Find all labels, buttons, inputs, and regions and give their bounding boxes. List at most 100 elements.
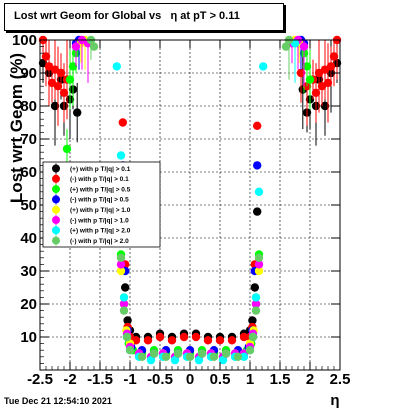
data-point [251,293,261,302]
data-point [299,42,309,51]
data-point [239,352,249,361]
legend-box [42,161,161,248]
data-point [302,62,312,71]
data-point [137,352,147,361]
data-point [118,118,128,127]
data-point [251,299,261,309]
legend-label: (-) with p T/|q| > 2.0 [70,238,129,245]
legend-label: (-) with p T/|q| > 0.1 [70,176,129,183]
data-point [89,42,99,51]
y-tick-label: 70 [20,131,37,148]
x-tick-label: -1 [123,371,136,388]
data-point [50,101,60,111]
data-point [248,332,258,342]
x-tick-label: 0.5 [210,371,231,388]
data-point [215,336,225,345]
x-tick-label: -0.5 [147,371,173,388]
legend-label: (+) with p T/|q| > 0.5 [70,186,131,193]
legend-marker [52,236,60,245]
data-point [253,161,262,170]
x-tick-label: 0 [186,371,194,388]
data-point [218,355,228,365]
data-point [254,260,264,269]
data-point [305,75,315,84]
data-point [245,346,255,355]
data-point [311,88,321,98]
data-point [116,253,126,262]
legend-marker [52,174,60,183]
series-8 [86,35,294,361]
data-point [259,62,268,71]
data-point [155,332,165,342]
data-point [170,355,180,365]
data-point [116,266,126,276]
y-tick-label: 50 [20,197,37,214]
y-tick-label: 20 [20,296,37,313]
data-point [253,121,262,130]
data-point [203,336,213,345]
datestamp: Tue Dec 21 12:54:10 2021 [4,396,112,406]
y-tick-label: 80 [20,98,37,115]
data-point [143,336,153,345]
y-tick-label: 10 [20,329,37,346]
data-point [239,332,249,342]
data-point [167,336,177,345]
data-point [194,355,204,365]
x-tick-label: 1 [246,371,254,388]
data-point [161,352,171,361]
y-tick-label: 30 [20,263,37,280]
data-point [254,253,264,262]
data-point [251,306,261,315]
x-axis-title: η [330,392,339,409]
legend-marker [52,185,60,194]
y-tick-label: 90 [20,65,37,82]
data-point [53,82,63,91]
data-point [62,144,72,154]
legend-marker [52,216,60,224]
title-box: Lost wrt Geom for Global vs η at pT > 0.… [4,3,284,31]
legend-marker [52,205,60,214]
data-point [191,332,201,342]
data-point [329,52,339,61]
data-point [281,42,291,51]
x-tick-label: -1.5 [87,371,113,388]
data-point [173,349,183,358]
data-point [326,62,336,71]
data-point [253,207,262,216]
legend-label: (-) with p T/|q| > 1.0 [70,217,129,224]
legend-label: (+) with p T/|q| > 1.0 [70,207,131,214]
data-point [323,78,333,88]
y-tick-label: 100 [12,32,37,49]
data-point [119,299,129,309]
data-point [73,108,82,117]
x-tick-label: 2 [306,371,314,388]
data-point [56,68,66,78]
legend-marker [52,226,60,235]
data-point [68,62,78,71]
y-tick-label: 60 [20,164,37,181]
data-point [227,336,237,345]
data-point [119,293,129,302]
legend-label: (+) with p T/|q| > 2.0 [70,228,131,235]
data-point [179,332,189,342]
data-point [119,306,129,315]
data-point [121,283,130,292]
data-point [146,355,156,365]
data-point [320,101,330,111]
y-tick-label: 40 [20,230,37,247]
legend: (+) with p T/|q| > 0.1 (-) with p T/|q| >… [42,161,161,248]
data-point [221,349,231,358]
data-point [123,316,132,325]
data-point [254,266,264,276]
x-tick-label: -2.5 [27,371,53,388]
x-tick-label: 2.5 [330,371,351,388]
data-point [250,283,259,292]
y-axis-title: Lost wrt Geom (%) [7,53,26,203]
data-point [65,75,75,84]
legend-label: (+) with p T/|q| > 0.1 [70,166,131,173]
legend-marker [52,195,60,204]
data-point [112,62,122,71]
data-point [116,260,126,269]
